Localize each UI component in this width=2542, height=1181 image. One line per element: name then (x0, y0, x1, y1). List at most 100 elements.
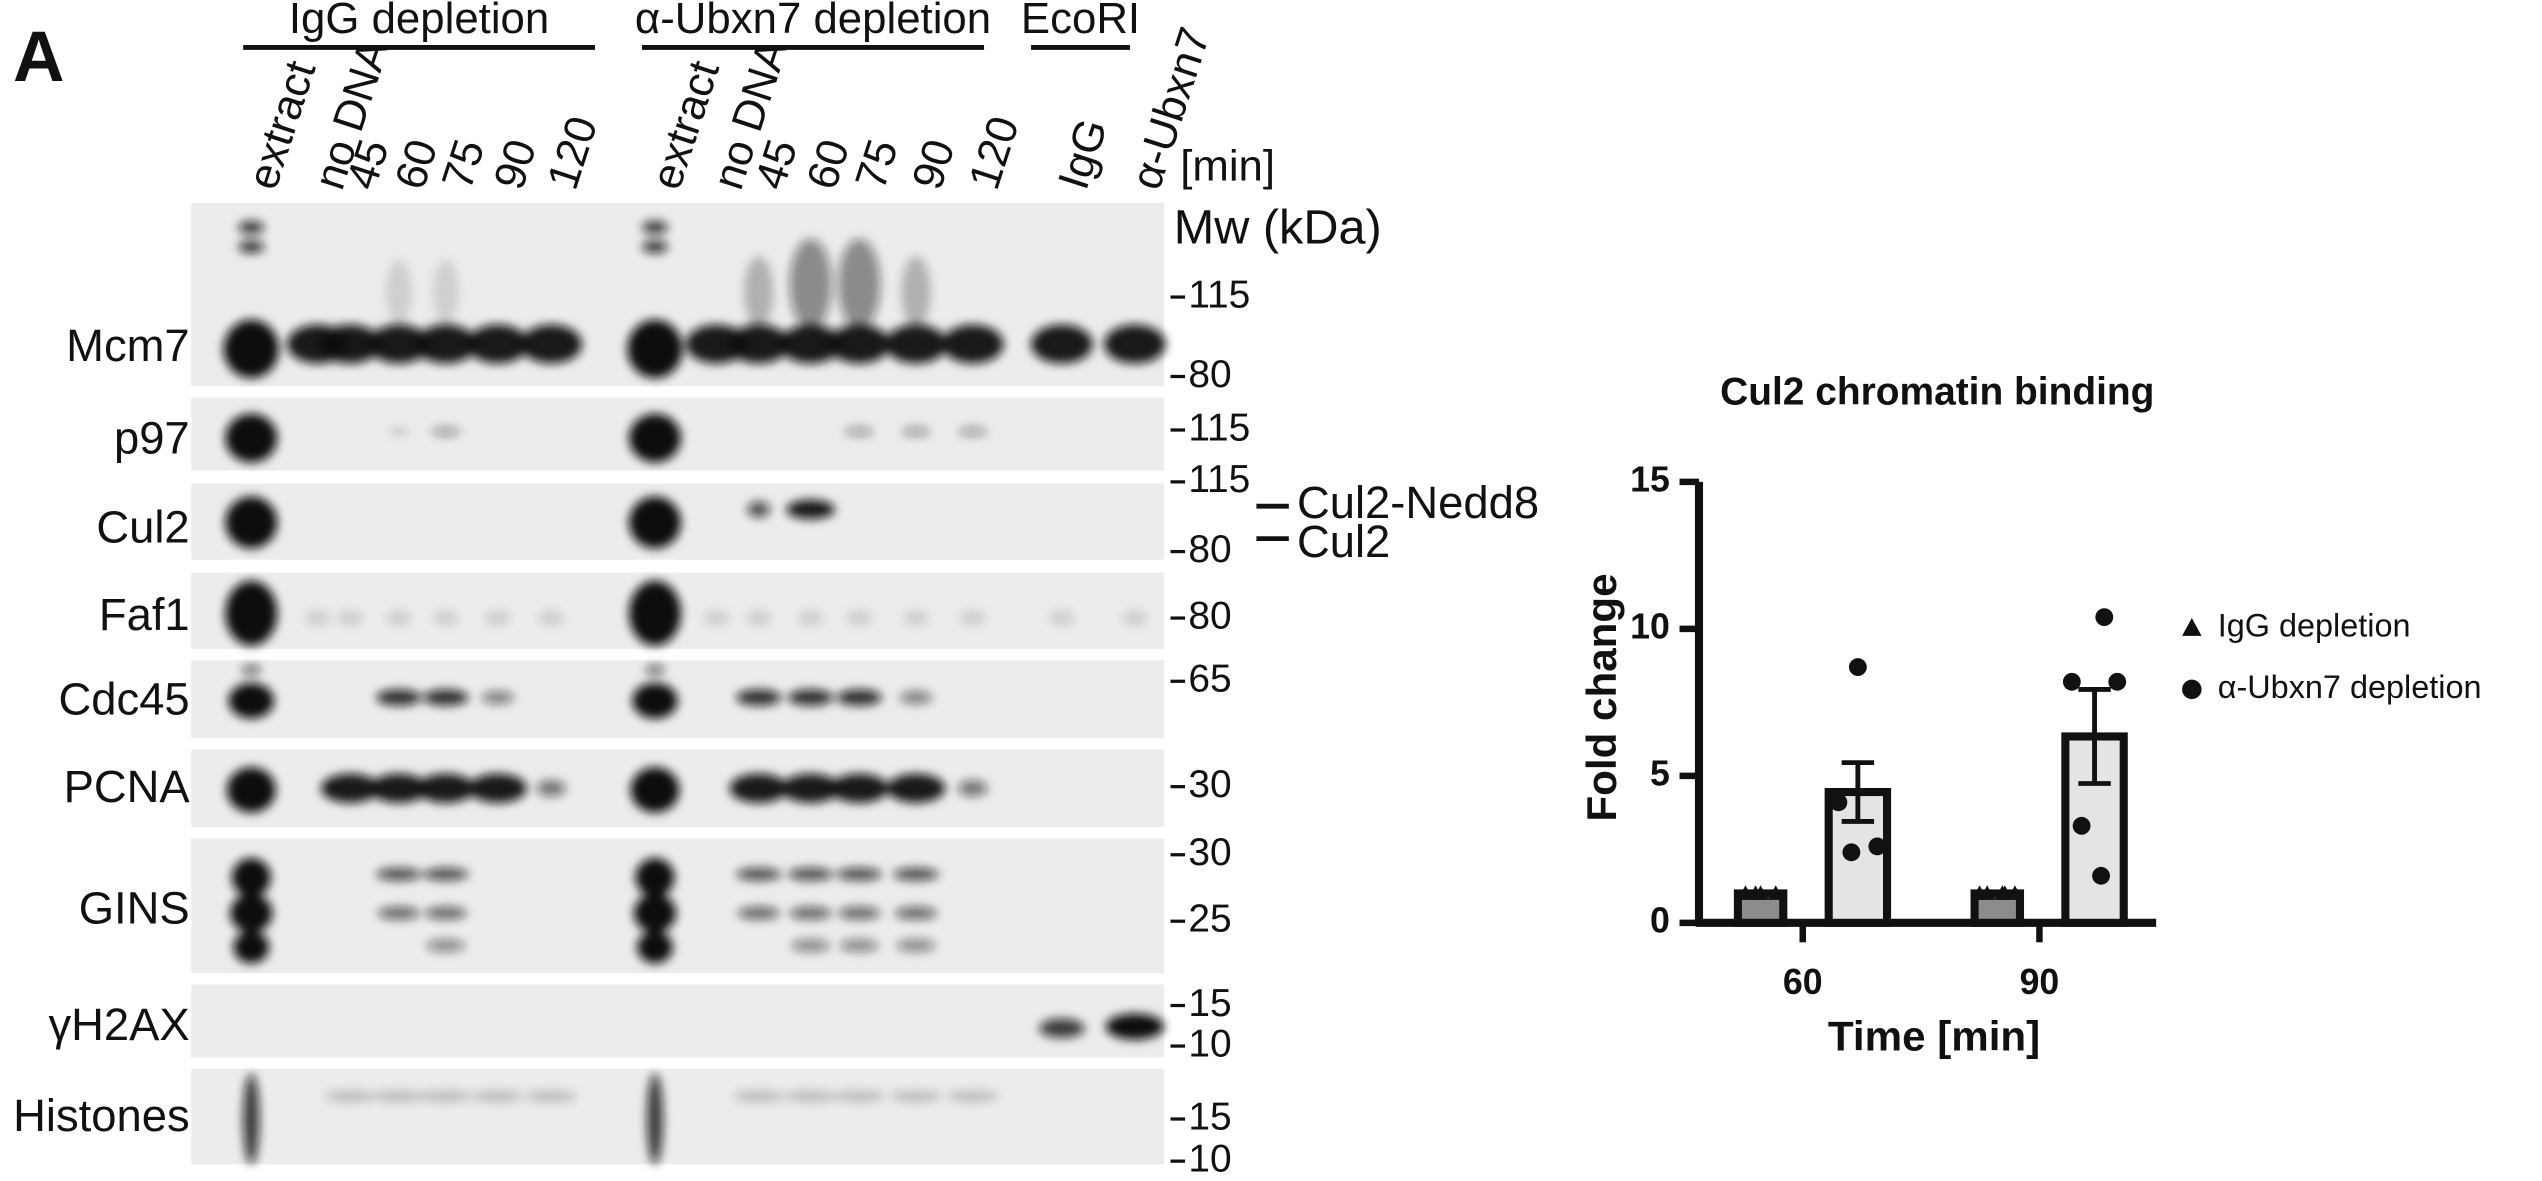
marker-label: 65 (1188, 658, 1231, 701)
band (839, 939, 879, 953)
band (389, 428, 409, 435)
band (727, 324, 790, 364)
legend-label: α-Ubxn7 depletion (2218, 669, 2482, 705)
band (385, 259, 412, 325)
band (899, 691, 933, 704)
bar-chart: Cul2 chromatin binding Fold change Time [m… (1578, 371, 2481, 1060)
marker-label: 80 (1188, 353, 1231, 396)
lane-label: 75 (433, 134, 495, 195)
band (958, 780, 988, 797)
band (797, 609, 824, 627)
band (627, 319, 683, 379)
band (426, 939, 466, 953)
blot-strip (191, 660, 1165, 739)
band (423, 689, 469, 706)
band (789, 906, 832, 920)
band (481, 691, 514, 704)
band (241, 665, 262, 675)
band (484, 609, 511, 627)
band (641, 220, 668, 234)
band (304, 609, 331, 627)
band (946, 1089, 999, 1103)
marker-label: 80 (1188, 528, 1231, 571)
marker-label: 15 (1188, 1095, 1231, 1138)
band (830, 773, 889, 803)
row-label: γH2AX (48, 999, 189, 1050)
band (629, 496, 681, 549)
band (784, 1089, 837, 1103)
band (629, 413, 681, 463)
row-label: GINS (79, 882, 190, 933)
band (231, 857, 271, 897)
band (226, 767, 276, 813)
band (744, 256, 774, 328)
band (536, 780, 566, 797)
data-point (1979, 885, 1996, 900)
error-bar (1841, 760, 1875, 824)
group-header: EcoRI (1021, 0, 1140, 43)
band (337, 609, 364, 627)
marker-label: 115 (1188, 406, 1250, 449)
band (632, 682, 678, 719)
lane-label: 90 (485, 134, 547, 195)
data-point (1868, 837, 1887, 856)
lane-label: 90 (903, 134, 965, 195)
band (846, 609, 873, 627)
band (525, 1089, 578, 1103)
band (890, 1089, 942, 1103)
row-label: Cdc45 (59, 673, 190, 724)
band (791, 939, 831, 953)
band (844, 426, 874, 437)
band (646, 1073, 664, 1165)
y-tick-label: 15 (1630, 459, 1670, 499)
western-blot: IgG depletion α-Ubxn7 depletion EcoRIextra… (13, 0, 1539, 1180)
row-label: Mcm7 (66, 320, 190, 371)
band (959, 609, 986, 627)
band (432, 259, 459, 325)
row-label: PCNA (64, 761, 191, 812)
time-unit: [min] (1180, 142, 1275, 191)
x-tick-label: 90 (2020, 962, 2060, 1002)
band (902, 609, 929, 627)
band (319, 324, 381, 364)
annotation: Cul2-Nedd8 (1297, 477, 1539, 528)
y-axis-title: Fold change (1578, 573, 1625, 821)
error-bar (2078, 686, 2111, 786)
data-point (1842, 843, 1861, 862)
band (779, 324, 842, 364)
band (886, 773, 946, 803)
marker-label: 80 (1188, 594, 1231, 637)
lane-label: IgG (1049, 113, 1117, 195)
band (633, 893, 677, 933)
band (538, 609, 565, 627)
band (941, 324, 1004, 364)
band (369, 773, 428, 803)
group-header: IgG depletion (289, 0, 549, 43)
legend-marker (2182, 679, 2202, 700)
band (838, 906, 881, 920)
data-point (2006, 885, 2024, 900)
band (630, 767, 680, 813)
mw-title: Mw (kDa) (1174, 200, 1382, 254)
lane-label: 75 (846, 134, 908, 195)
band (324, 1089, 377, 1103)
data-point (1848, 658, 1867, 677)
blot-strip (191, 838, 1165, 974)
data-point (2062, 672, 2081, 691)
row-label: p97 (114, 412, 190, 463)
band (468, 773, 527, 803)
data-point (1767, 885, 1784, 900)
band (729, 773, 788, 803)
marker-label: 10 (1188, 1137, 1231, 1180)
band (645, 665, 665, 675)
band (225, 580, 278, 646)
band (833, 1089, 886, 1103)
row-label: Histones (13, 1090, 190, 1141)
band (737, 906, 780, 920)
band (471, 1089, 524, 1103)
band (225, 413, 278, 463)
row-label: Cul2 (96, 502, 189, 553)
band (238, 220, 265, 234)
band (885, 324, 947, 364)
